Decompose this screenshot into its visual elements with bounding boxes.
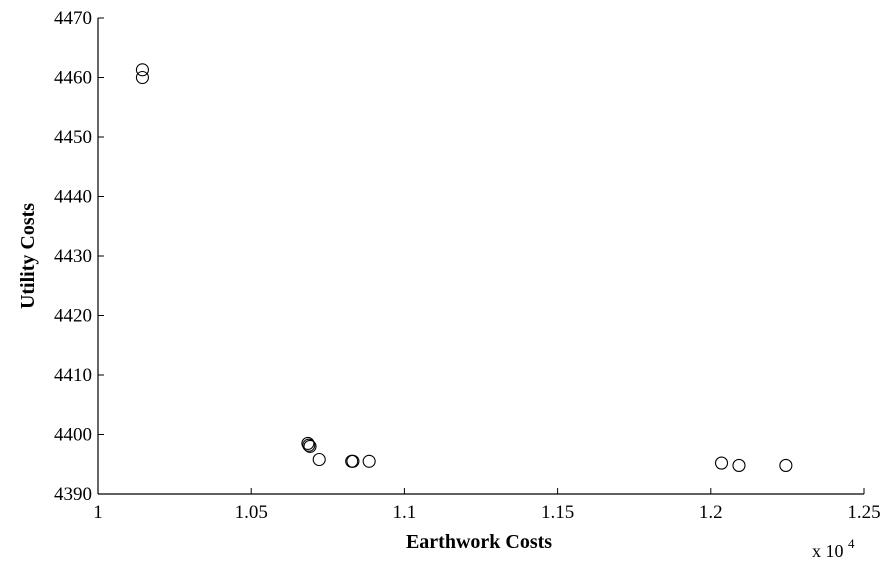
data-point xyxy=(301,436,315,450)
x-tick-label: 1.1 xyxy=(393,502,417,523)
data-point xyxy=(346,454,360,468)
y-tick-label: 4460 xyxy=(54,68,92,89)
y-tick-label: 4410 xyxy=(54,365,92,386)
x-axis-multiplier: x 10 4 xyxy=(812,536,855,561)
data-point xyxy=(779,458,793,472)
y-tick-label: 4420 xyxy=(54,306,92,327)
y-ticks: 4390 4400 4410 4420 4430 4440 4450 4460 4470 xyxy=(54,8,104,505)
data-point xyxy=(312,452,326,467)
x-tick-label: 1.05 xyxy=(235,502,268,523)
data-point xyxy=(345,454,359,468)
x-axis-multiplier-exponent: 4 xyxy=(848,536,855,551)
data-point xyxy=(714,456,729,470)
x-axis-label: Earthwork Costs xyxy=(406,531,552,553)
y-tick-label: 4450 xyxy=(54,127,92,148)
y-tick-label: 4390 xyxy=(54,484,92,505)
data-point xyxy=(135,63,149,77)
x-tick-label: 1.15 xyxy=(541,502,574,523)
axes xyxy=(97,18,864,495)
x-ticks: 1 1.05 1.1 1.15 1.2 1.25 xyxy=(93,488,881,523)
data-point xyxy=(302,438,316,452)
data-point xyxy=(303,439,317,453)
x-tick-label: 1.25 xyxy=(847,502,880,523)
x-tick-label: 1 xyxy=(93,502,103,523)
y-tick-label: 4400 xyxy=(54,425,92,446)
data-point xyxy=(362,454,376,468)
data-point xyxy=(732,458,746,472)
y-axis-label: Utility Costs xyxy=(17,203,39,309)
x-axis-multiplier-base: x 10 xyxy=(812,541,844,561)
data-points xyxy=(135,63,793,472)
y-tick-label: 4430 xyxy=(54,246,92,267)
data-point xyxy=(135,70,149,85)
y-tick-label: 4470 xyxy=(54,8,92,29)
y-tick-label: 4440 xyxy=(54,187,92,208)
x-tick-label: 1.2 xyxy=(699,502,723,523)
